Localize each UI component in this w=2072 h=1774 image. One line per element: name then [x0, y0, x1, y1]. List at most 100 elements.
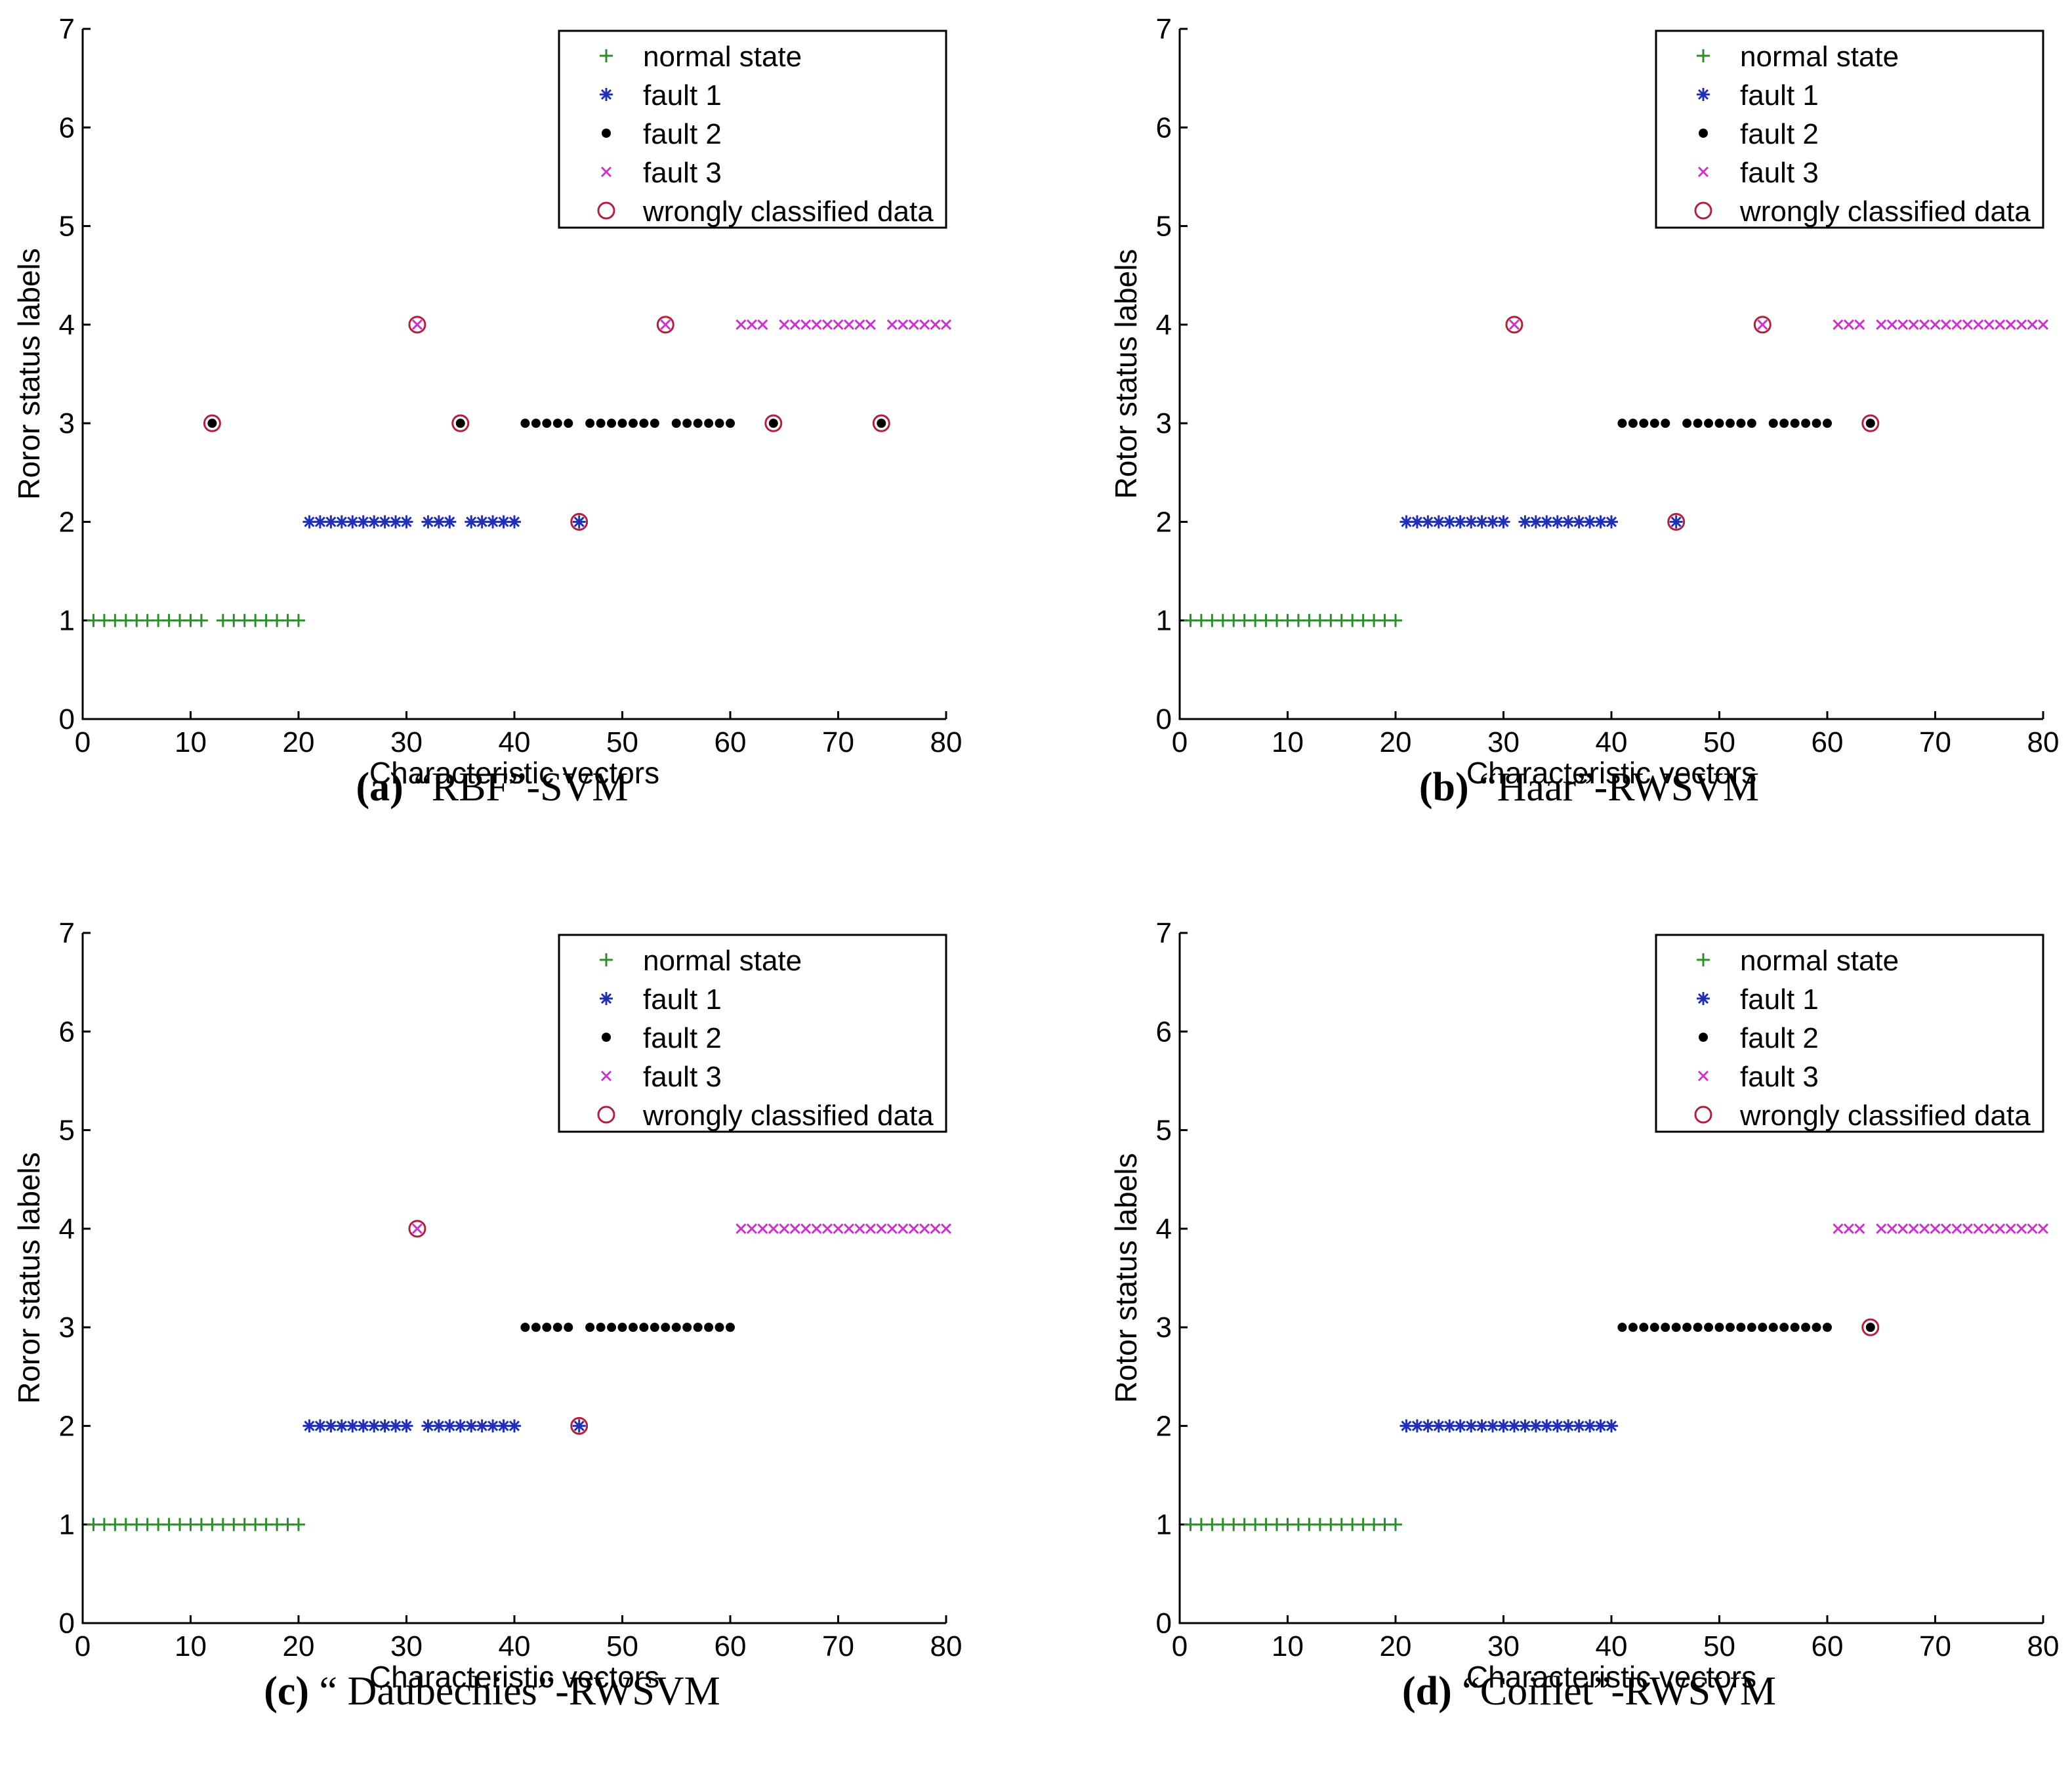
data-point	[542, 1323, 552, 1332]
caption-letter: (a)	[356, 765, 403, 810]
y-tick-label: 5	[1156, 1115, 1172, 1147]
data-point	[1508, 319, 1520, 330]
data-point	[2027, 319, 2038, 330]
x-tick-label: 10	[1272, 726, 1304, 758]
data-point	[1790, 1323, 1800, 1332]
x-axis-label: Characteristic vectors	[1466, 1660, 1756, 1694]
data-point	[1854, 319, 1865, 330]
y-tick-label: 1	[59, 605, 75, 637]
data-point	[1464, 515, 1478, 529]
data-point	[1693, 419, 1703, 428]
data-point	[704, 419, 714, 428]
data-point	[1550, 515, 1564, 529]
data-point	[1432, 515, 1445, 529]
x-tick-label: 40	[499, 1630, 531, 1662]
data-point	[292, 1517, 305, 1531]
data-point	[865, 319, 876, 330]
data-point	[1497, 515, 1510, 529]
data-point	[455, 419, 465, 428]
x-tick-label: 30	[390, 1630, 423, 1662]
data-point	[1973, 1223, 1984, 1234]
data-point	[1682, 1323, 1692, 1332]
data-point	[1639, 1323, 1649, 1332]
data-point	[843, 319, 855, 330]
y-axis-label: Roror status labels	[12, 1152, 46, 1404]
x-tick-label: 30	[1487, 726, 1520, 758]
legend-marker	[597, 1105, 615, 1124]
data-point	[1951, 1223, 1962, 1234]
legend-marker	[600, 88, 613, 101]
data-point	[833, 1223, 844, 1234]
legend-marker	[1694, 1105, 1712, 1124]
data-point	[324, 515, 338, 529]
wrong-marker	[872, 414, 890, 432]
caption-letter: (d)	[1402, 1669, 1452, 1714]
x-tick-label: 10	[175, 1630, 207, 1662]
data-point	[736, 1223, 747, 1234]
data-point	[898, 319, 909, 330]
x-tick-label: 80	[2027, 726, 2060, 758]
x-tick-label: 70	[1919, 1630, 1951, 1662]
chart-panel-b: 0 10 20 30 40 50 60 70 80 0 1 2 3 4 5 6 7 Characteristic …	[1109, 13, 2059, 810]
data-point	[1617, 1323, 1627, 1332]
y-axis-label: Rotor status labels	[1109, 249, 1143, 499]
data-point	[671, 419, 681, 428]
legend-box	[558, 30, 947, 229]
y-tick-label: 3	[59, 407, 75, 440]
legend-label: fault 2	[1740, 118, 1819, 150]
data-point	[1704, 1323, 1714, 1332]
legend-label: wrongly classified data	[642, 196, 934, 228]
data-point	[1812, 419, 1821, 428]
wrong-marker	[1861, 1318, 1880, 1336]
y-tick-label: 6	[59, 112, 75, 144]
legend-label: wrongly classified data	[1739, 196, 2031, 228]
data-point	[1725, 1323, 1735, 1332]
data-point	[1823, 419, 1832, 428]
legend-marker	[1697, 49, 1710, 62]
data-point	[865, 1223, 876, 1234]
y-tick-label: 4	[1156, 1213, 1172, 1245]
x-tick-label: 60	[715, 1630, 747, 1662]
data-point	[682, 1323, 692, 1332]
data-point	[564, 1323, 573, 1332]
legend-marker	[1697, 992, 1710, 1005]
y-tick-label: 6	[59, 1016, 75, 1048]
x-tick-label: 30	[1487, 1630, 1520, 1662]
data-point	[443, 1419, 457, 1433]
data-point	[877, 419, 886, 428]
data-point	[650, 419, 659, 428]
x-tick-label: 40	[1596, 726, 1628, 758]
legend-box	[1655, 934, 2044, 1133]
data-point	[585, 419, 595, 428]
data-point	[1736, 419, 1746, 428]
data-point	[1671, 1323, 1681, 1332]
data-point	[930, 319, 941, 330]
legend-label: wrongly classified data	[642, 1100, 934, 1132]
data-point	[1843, 319, 1854, 330]
data-point	[292, 613, 305, 627]
data-point	[1605, 1419, 1618, 1433]
x-tick-label: 60	[715, 726, 747, 758]
data-point	[1453, 1419, 1467, 1433]
data-point	[789, 1223, 800, 1234]
data-point	[1908, 1223, 1919, 1234]
y-tick-label: 0	[1156, 1607, 1172, 1640]
y-tick-label: 2	[59, 1410, 75, 1442]
data-point	[542, 419, 552, 428]
data-point	[1389, 1517, 1402, 1531]
data-point	[596, 1323, 606, 1332]
data-point	[1628, 419, 1638, 428]
x-axis-label: Characteristic vectors	[369, 1660, 659, 1694]
data-point	[746, 1223, 757, 1234]
legend-marker	[600, 1070, 612, 1082]
data-point	[726, 419, 735, 428]
data-point	[800, 1223, 812, 1234]
data-point	[2005, 1223, 2016, 1234]
data-point	[1768, 1323, 1778, 1332]
caption-title: “RBF”-SVM	[404, 765, 629, 810]
data-point	[1995, 319, 2006, 330]
y-axis-label: Roror status labels	[12, 248, 46, 500]
data-point	[1833, 1223, 1844, 1234]
data-point	[443, 515, 457, 529]
wrong-marker	[570, 1416, 589, 1435]
